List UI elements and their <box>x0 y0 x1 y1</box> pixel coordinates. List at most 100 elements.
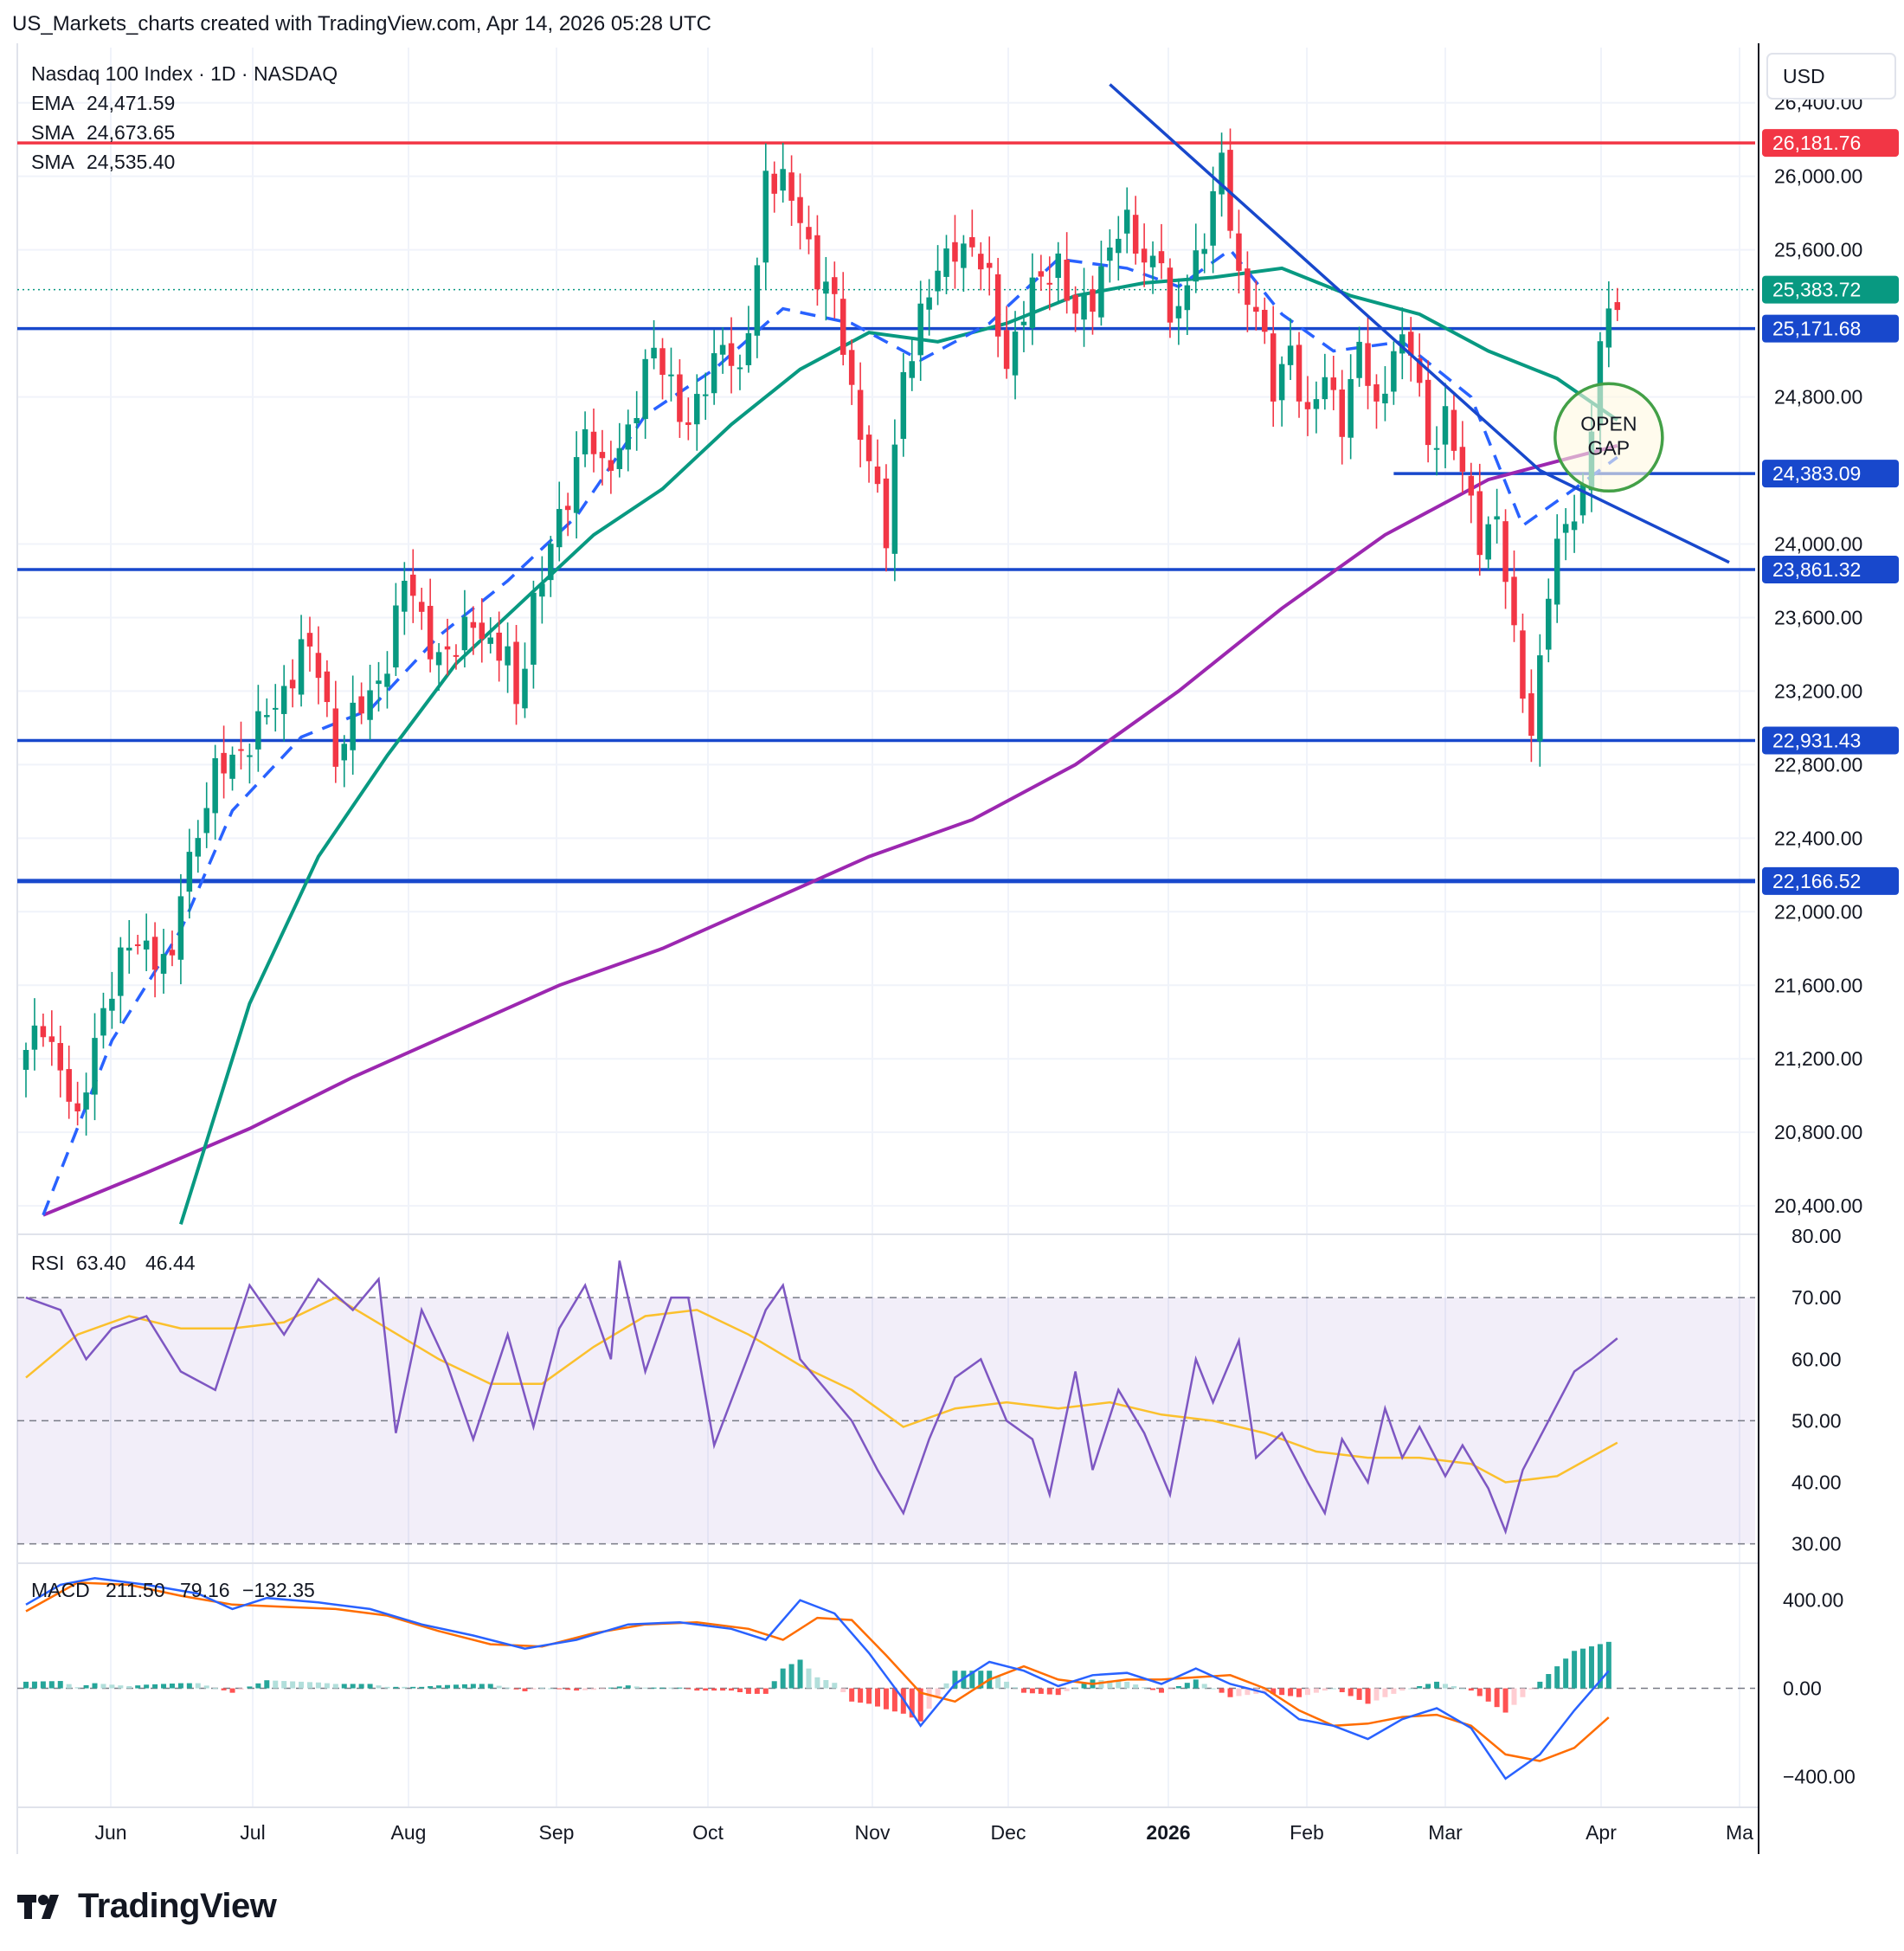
candle-down <box>1468 475 1475 496</box>
macd-histogram-bar <box>943 1683 949 1689</box>
price-axis[interactable]: 26,400.0026,000.0025,600.0024,800.0024,0… <box>1774 92 1862 1217</box>
macd-histogram-bar <box>461 1684 467 1689</box>
price-tag[interactable]: 25,171.68 <box>1762 314 1899 343</box>
tradingview-logo[interactable]: TradingView <box>17 1887 277 1926</box>
macd-histogram-bar <box>1502 1688 1508 1713</box>
candle-up <box>177 896 184 960</box>
candle-up <box>212 757 218 814</box>
macd-histogram-bar <box>1055 1688 1061 1696</box>
macd-legend-value: −132.35 <box>242 1579 315 1601</box>
macd-histogram-bar <box>100 1684 106 1689</box>
time-axis-tick: Ma <box>1726 1821 1753 1844</box>
candle-down <box>1476 491 1483 556</box>
candle-up <box>109 998 115 1011</box>
time-axis-tick: Jul <box>240 1821 265 1844</box>
candle-down <box>40 1026 47 1038</box>
candle-down <box>332 708 339 767</box>
macd-histogram-bar <box>66 1684 72 1689</box>
macd-histogram-bar <box>1417 1686 1423 1689</box>
legend-title: Nasdaq 100 Index · 1D · NASDAQ <box>31 62 338 85</box>
candle-up <box>573 457 580 513</box>
open-gap-circle[interactable] <box>1553 382 1664 493</box>
candle-up <box>1081 294 1087 320</box>
candle-up <box>350 702 356 750</box>
price-tag[interactable]: 22,166.52 <box>1762 866 1899 895</box>
macd-histogram-bar <box>1605 1641 1611 1689</box>
candle-up <box>1442 406 1449 445</box>
rsi-axis[interactable]: 80.00 70.00 60.00 50.00 40.00 30.00 <box>1791 1225 1842 1555</box>
macd-histogram-bar <box>1124 1681 1130 1689</box>
price-tag[interactable]: 22,931.43 <box>1762 726 1899 755</box>
time-axis[interactable]: Jun Jul Aug Sep Oct Nov Dec 2026 Feb Mar Apr Ma <box>94 1821 1753 1844</box>
candle-down <box>677 374 683 422</box>
candle-up <box>92 1038 98 1095</box>
candle-down <box>513 641 519 705</box>
time-axis-tick: 2026 <box>1146 1821 1190 1844</box>
macd-histogram-bar <box>470 1684 476 1689</box>
candle-down <box>728 343 735 366</box>
price-tag[interactable]: 25,383.72 <box>1762 275 1899 304</box>
macd-histogram-bar <box>410 1686 416 1689</box>
price-tag[interactable]: 23,861.32 <box>1762 555 1899 583</box>
downtrend-line[interactable] <box>1109 83 1730 564</box>
macd-histogram-bar <box>1304 1688 1310 1696</box>
candle-up <box>1571 521 1578 531</box>
price-tag-label: 23,861.32 <box>1772 558 1861 581</box>
price-tag-label: 25,171.68 <box>1772 318 1861 340</box>
macd-histogram-bar <box>1408 1688 1414 1690</box>
macd-axis-tick: 400.00 <box>1783 1589 1843 1612</box>
macd-histogram-bar <box>685 1688 691 1690</box>
macd-histogram-bar <box>1339 1688 1345 1692</box>
candle-up <box>393 605 399 668</box>
grid-lines <box>17 48 1755 1807</box>
candle-up <box>548 544 554 581</box>
candle-up <box>272 707 279 710</box>
macd-histogram-bar <box>496 1685 502 1689</box>
candle-down <box>1296 344 1303 402</box>
macd-histogram-bar <box>212 1688 218 1690</box>
macd-axis[interactable]: 400.00 0.00 −400.00 <box>1783 1589 1856 1788</box>
candle-up <box>195 838 202 857</box>
candle-up <box>625 424 632 450</box>
price-pane[interactable] <box>17 83 1755 1225</box>
currency-button[interactable] <box>1766 53 1896 100</box>
macd-histogram-bar <box>255 1683 261 1689</box>
macd-histogram-bar <box>1597 1644 1603 1689</box>
macd-histogram-bar <box>109 1684 115 1689</box>
price-tag[interactable]: 24,383.09 <box>1762 460 1899 488</box>
rsi-legend-value: 63.40 <box>76 1252 126 1274</box>
candle-down <box>659 348 666 376</box>
candle-down <box>427 605 434 660</box>
candle-down <box>883 478 890 549</box>
price-tag-label: 22,166.52 <box>1772 870 1861 892</box>
candle-down <box>814 235 820 290</box>
price-axis-tick: 26,000.00 <box>1774 165 1862 188</box>
macd-histogram-bar <box>909 1688 915 1718</box>
candle-down <box>952 241 958 262</box>
candle-down <box>1614 302 1621 311</box>
candle-down <box>1373 384 1380 402</box>
candle-down <box>771 173 777 194</box>
candle-down <box>848 350 855 385</box>
macd-histogram-bar <box>703 1688 709 1691</box>
macd-histogram-bar <box>1098 1680 1104 1689</box>
macd-histogram-bar <box>539 1687 545 1689</box>
candle-up <box>1433 448 1440 450</box>
candle-up <box>1123 209 1130 234</box>
macd-histogram-bar <box>436 1685 442 1689</box>
macd-histogram-bar <box>814 1677 820 1689</box>
rsi-pane[interactable] <box>17 1260 1755 1545</box>
price-tag-box <box>1762 129 1899 158</box>
macd-histogram-bar <box>582 1688 589 1690</box>
candle-down <box>857 390 864 441</box>
price-tag[interactable]: 26,181.76 <box>1762 129 1899 158</box>
macd-histogram-bar <box>23 1681 29 1689</box>
macd-histogram-bar <box>823 1680 829 1689</box>
macd-pane[interactable] <box>17 1577 1755 1780</box>
candle-up <box>522 668 528 709</box>
macd-histogram-bar <box>1313 1688 1319 1693</box>
candle-down <box>444 646 451 650</box>
macd-histogram-bar <box>737 1688 743 1692</box>
candle-down <box>289 679 296 689</box>
